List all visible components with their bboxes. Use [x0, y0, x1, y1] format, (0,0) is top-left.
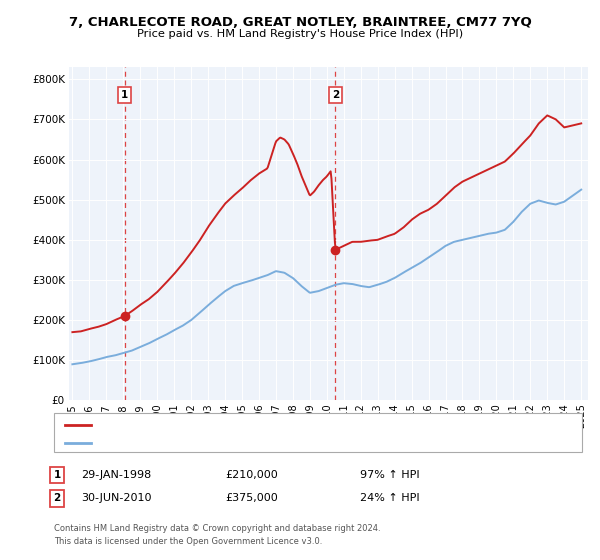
Text: Price paid vs. HM Land Registry's House Price Index (HPI): Price paid vs. HM Land Registry's House …	[137, 29, 463, 39]
Text: 29-JAN-1998: 29-JAN-1998	[81, 470, 151, 480]
Text: £210,000: £210,000	[225, 470, 278, 480]
Text: 1: 1	[53, 470, 61, 480]
Text: 2: 2	[332, 90, 339, 100]
Text: 30-JUN-2010: 30-JUN-2010	[81, 493, 151, 503]
Text: 24% ↑ HPI: 24% ↑ HPI	[360, 493, 419, 503]
Text: £375,000: £375,000	[225, 493, 278, 503]
Text: 7, CHARLECOTE ROAD, GREAT NOTLEY, BRAINTREE, CM77 7YQ (detached house): 7, CHARLECOTE ROAD, GREAT NOTLEY, BRAINT…	[97, 420, 509, 430]
Text: 1: 1	[121, 90, 128, 100]
Text: HPI: Average price, detached house, Braintree: HPI: Average price, detached house, Brai…	[97, 438, 331, 447]
Text: 97% ↑ HPI: 97% ↑ HPI	[360, 470, 419, 480]
Text: 7, CHARLECOTE ROAD, GREAT NOTLEY, BRAINTREE, CM77 7YQ: 7, CHARLECOTE ROAD, GREAT NOTLEY, BRAINT…	[68, 16, 532, 29]
Text: This data is licensed under the Open Government Licence v3.0.: This data is licensed under the Open Gov…	[54, 537, 322, 546]
Text: Contains HM Land Registry data © Crown copyright and database right 2024.: Contains HM Land Registry data © Crown c…	[54, 524, 380, 533]
Text: 2: 2	[53, 493, 61, 503]
